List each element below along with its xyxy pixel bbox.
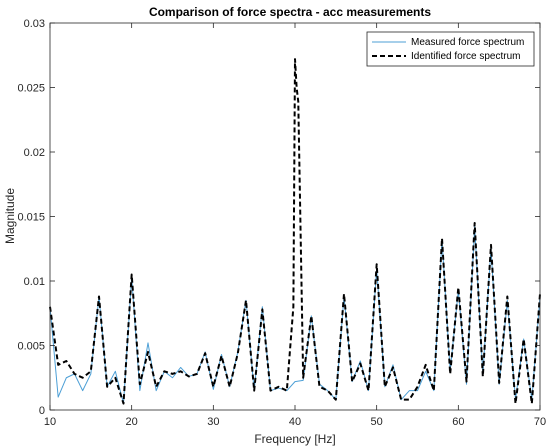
y-tick-label: 0.01 [24,276,45,288]
legend-box [366,31,535,67]
y-tick-label: 0.03 [24,18,45,30]
x-tick-label: 50 [371,416,383,428]
x-axis-label: Frequency [Hz] [254,432,335,446]
legend-label-measured: Measured force spectrum [411,37,524,48]
x-tick-label: 60 [452,416,464,428]
y-tick-label: 0.005 [17,341,45,353]
series-layer [49,58,541,405]
series-line-identified [49,58,541,405]
y-tick-label: 0.02 [24,147,45,159]
y-tick-label: 0 [39,405,45,417]
x-tick-label: 70 [534,416,546,428]
legend: Measured force spectrum Identified force… [366,31,535,67]
chart-title: Comparison of force spectra - acc measur… [149,5,431,19]
x-tick-label: 20 [126,416,138,428]
x-tick-label: 30 [207,416,219,428]
y-tick-label: 0.025 [17,83,45,95]
y-tick-label: 0.015 [17,212,45,224]
legend-label-identified: Identified force spectrum [411,51,521,62]
axes-layer: 10 20 30 40 50 60 70 0 0.005 0.01 0.015 0.02 0.025 0.… [17,18,546,428]
x-tick-label: 10 [44,416,56,428]
y-axis-label: Magnitude [3,188,17,244]
x-tick-label: 40 [289,416,301,428]
